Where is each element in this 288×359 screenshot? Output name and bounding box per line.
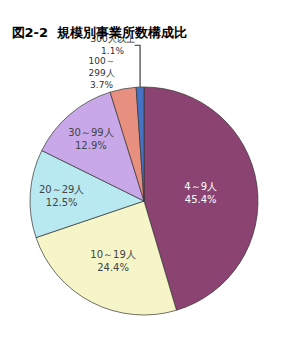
svg-text:100～299人3.7%: 100～299人3.7% xyxy=(88,56,114,89)
svg-text:20～29人12.5%: 20～29人12.5% xyxy=(39,184,84,208)
svg-text:図2-2 規模別事業所数構成比: 図2-2 規模別事業所数構成比 xyxy=(12,25,188,40)
svg-text:30～99人12.9%: 30～99人12.9% xyxy=(68,127,113,151)
svg-text:300人以上1.1%: 300人以上1.1% xyxy=(90,34,134,56)
svg-text:10～19人24.4%: 10～19人24.4% xyxy=(90,249,135,273)
svg-text:4～9人45.4%: 4～9人45.4% xyxy=(184,181,217,205)
